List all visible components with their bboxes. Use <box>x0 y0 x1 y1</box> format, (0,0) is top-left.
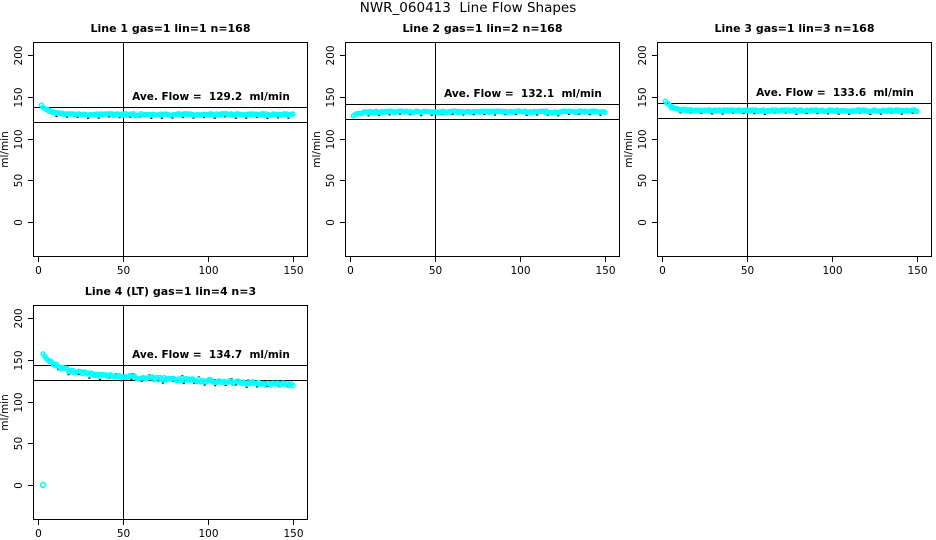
svg-text:200: 200 <box>325 45 337 65</box>
svg-text:100: 100 <box>198 528 218 540</box>
svg-text:150: 150 <box>13 87 25 107</box>
svg-text:100: 100 <box>822 265 842 277</box>
page-title: NWR_060413 Line Flow Shapes <box>359 0 577 16</box>
svg-text:0: 0 <box>659 265 666 277</box>
panel-title-line-4: Line 4 (LT) gas=1 lin=4 n=3 <box>84 285 257 298</box>
svg-text:100: 100 <box>13 392 25 412</box>
svg-text:200: 200 <box>637 45 649 65</box>
svg-text:50: 50 <box>429 265 442 277</box>
svg-text:50: 50 <box>117 528 130 540</box>
svg-text:150: 150 <box>13 350 25 370</box>
ave-flow-annotation-line-4: Ave. Flow = 134.7 ml/min <box>132 349 290 361</box>
svg-text:0: 0 <box>637 219 649 226</box>
svg-text:0: 0 <box>13 482 25 489</box>
svg-text:0: 0 <box>325 219 337 226</box>
svg-text:150: 150 <box>283 265 303 277</box>
svg-text:100: 100 <box>198 265 218 277</box>
plot-svg-line-4: 0 50 100 150 0 50 100 150 200 ml/min <box>0 305 308 540</box>
y-axis-label: ml/min <box>623 131 635 167</box>
svg-text:100: 100 <box>13 129 25 149</box>
svg-text:150: 150 <box>907 265 927 277</box>
svg-text:50: 50 <box>13 437 25 450</box>
svg-text:50: 50 <box>637 174 649 187</box>
plot-svg-line-3: 0 50 100 150 0 50 100 150 200 ml/min <box>623 42 932 277</box>
svg-text:50: 50 <box>13 174 25 187</box>
svg-text:0: 0 <box>13 219 25 226</box>
svg-text:200: 200 <box>13 45 25 65</box>
panel-title-line-1: Line 1 gas=1 lin=1 n=168 <box>90 22 251 35</box>
svg-text:0: 0 <box>35 265 42 277</box>
ave-flow-annotation-line-3: Ave. Flow = 133.6 ml/min <box>756 86 914 99</box>
svg-text:0: 0 <box>347 265 354 277</box>
svg-text:100: 100 <box>637 129 649 149</box>
ave-flow-annotation-line-1: Ave. Flow = 129.2 ml/min <box>132 90 290 103</box>
panel-title-line-3: Line 3 gas=1 lin=3 n=168 <box>714 22 875 35</box>
svg-text:0: 0 <box>35 528 42 540</box>
plot-svg-line-1: 0 50 100 150 0 50 100 150 200 ml/min <box>0 42 308 277</box>
svg-text:50: 50 <box>325 174 337 187</box>
svg-text:150: 150 <box>637 87 649 107</box>
panel-title-line-2: Line 2 gas=1 lin=2 n=168 <box>402 22 563 35</box>
svg-text:150: 150 <box>283 528 303 540</box>
y-axis-label: ml/min <box>0 394 11 430</box>
y-axis-label: ml/min <box>311 131 323 167</box>
svg-text:100: 100 <box>510 265 530 277</box>
svg-text:100: 100 <box>325 129 337 149</box>
svg-text:150: 150 <box>595 265 615 277</box>
svg-text:200: 200 <box>13 308 25 328</box>
svg-text:150: 150 <box>325 87 337 107</box>
svg-text:50: 50 <box>117 265 130 277</box>
y-axis-label: ml/min <box>0 131 11 167</box>
plot-svg-line-2: 0 50 100 150 0 50 100 150 200 ml/min <box>311 42 620 277</box>
svg-text:50: 50 <box>741 265 754 277</box>
ave-flow-annotation-line-2: Ave. Flow = 132.1 ml/min <box>444 88 602 101</box>
